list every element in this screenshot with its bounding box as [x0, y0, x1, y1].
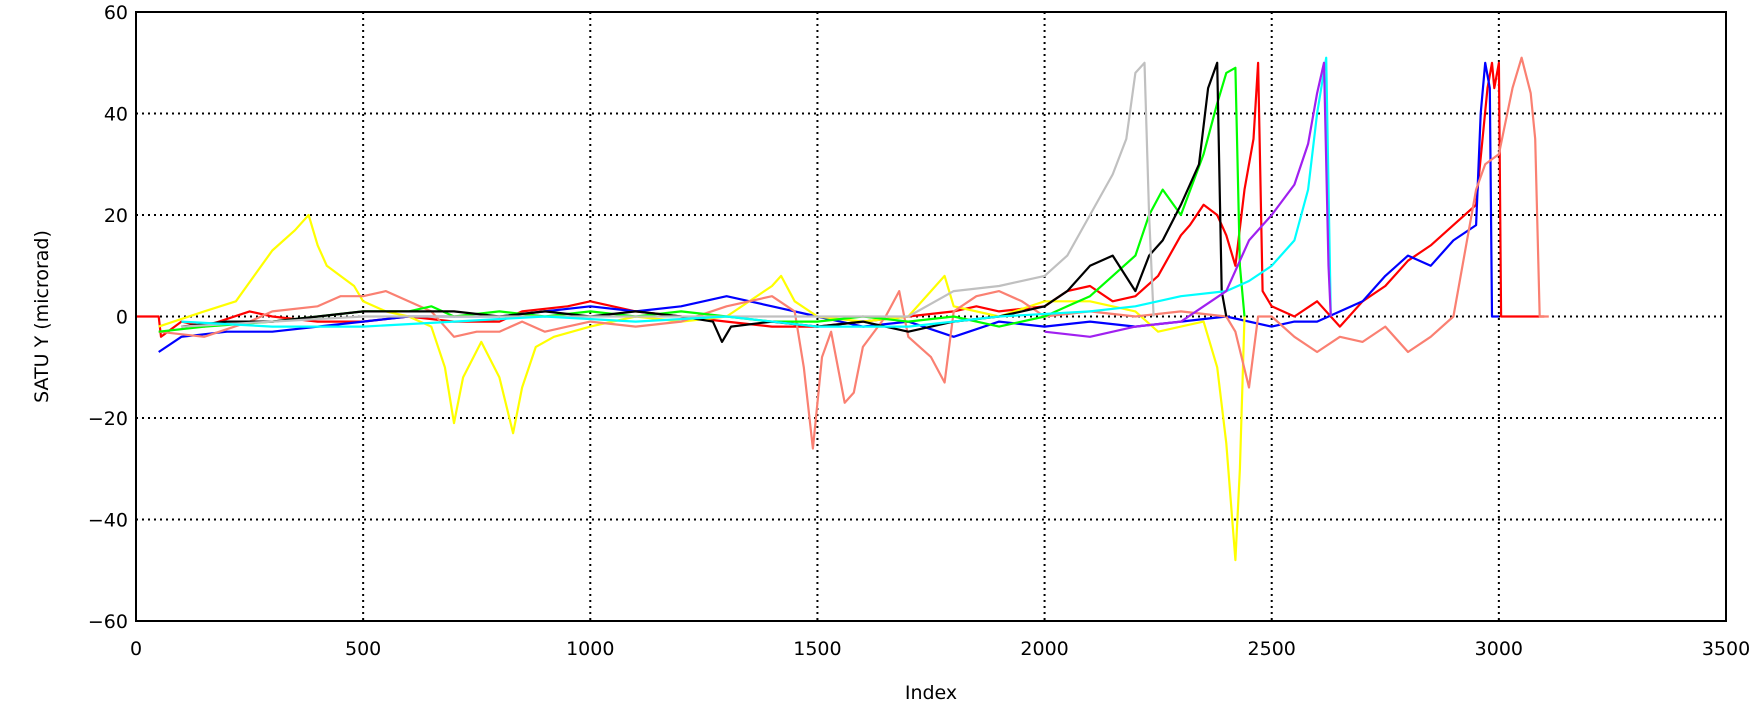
- y-tick-label: −20: [88, 408, 128, 430]
- y-tick-label: −40: [88, 510, 128, 532]
- series-line-6: [181, 61, 1228, 343]
- y-tick-labels: −60 −40 −20 0 20 40 60: [88, 2, 128, 633]
- series-group: [136, 56, 1549, 562]
- x-axis-label: Index: [905, 682, 957, 704]
- series-line-3: [158, 213, 1246, 562]
- x-tick-label: 0: [130, 638, 142, 660]
- y-tick-label: 60: [104, 2, 128, 24]
- series-line-5: [158, 66, 1246, 333]
- series-line-2: [158, 61, 1499, 353]
- plot-frame: [135, 11, 1727, 622]
- y-axis-label: SATU Y (microrad): [31, 230, 53, 403]
- series-line-4: [158, 56, 1549, 450]
- x-tick-label: 1500: [793, 638, 841, 660]
- x-tick-label: 500: [345, 638, 381, 660]
- series-line-8: [181, 56, 1332, 328]
- series-line-7: [181, 61, 1155, 328]
- y-tick-label: −60: [88, 611, 128, 633]
- y-tick-label: 0: [116, 307, 128, 329]
- x-tick-label: 3500: [1702, 638, 1750, 660]
- x-tick-labels: 0 500 1000 1500 2000 2500 3000 3500: [130, 638, 1750, 660]
- x-tick-label: 2000: [1020, 638, 1068, 660]
- x-tick-label: 1000: [566, 638, 614, 660]
- series-line-9: [1044, 61, 1332, 338]
- series-line-1: [136, 61, 1545, 338]
- y-tick-label: 40: [104, 104, 128, 126]
- y-tick-label: 20: [104, 205, 128, 227]
- x-tick-label: 3000: [1475, 638, 1523, 660]
- x-tick-label: 2500: [1248, 638, 1296, 660]
